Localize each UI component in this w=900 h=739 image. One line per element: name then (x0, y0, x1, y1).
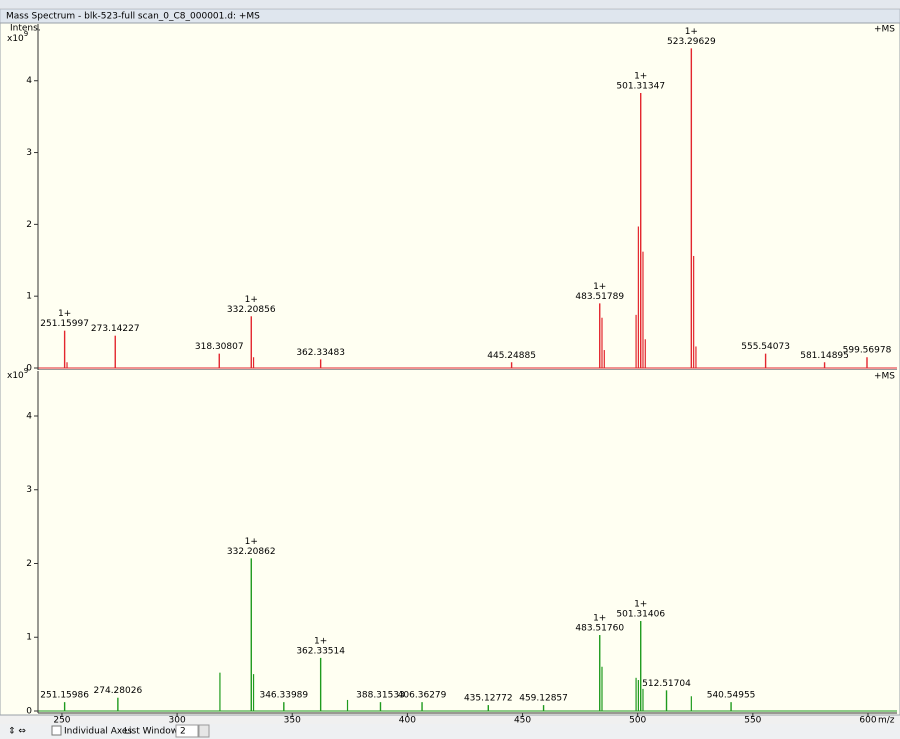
peak-label: 512.51704 (642, 679, 691, 689)
y-tick-label: 2 (26, 220, 32, 230)
x-tick-label: 600 (859, 716, 876, 726)
mode-label: +MS (874, 25, 895, 35)
peak-label: 599.56978 (843, 346, 892, 356)
y-unit-base: x10 (7, 371, 24, 381)
peak-label: 332.20856 (227, 305, 276, 315)
y-unit: x109 (7, 30, 28, 44)
peak-label: 362.33483 (296, 348, 345, 358)
y-unit-exponent: 9 (24, 30, 28, 38)
nav-icons[interactable]: ⇕ ⇔ (8, 727, 26, 737)
charge-label: 1+ (634, 71, 647, 81)
y-axis-label: Intens. (10, 24, 41, 34)
y-tick-label: 0 (26, 364, 32, 374)
x-tick-label: 250 (53, 716, 70, 726)
x-tick-label: 300 (169, 716, 186, 726)
charge-label: 1+ (634, 600, 647, 610)
y-tick-label: 0 (26, 707, 32, 717)
top-strip (0, 0, 900, 8)
y-unit: x109 (7, 367, 28, 381)
x-tick-label: 400 (399, 716, 416, 726)
list-windows-label: List Windows: (124, 727, 186, 737)
y-tick-label: 3 (26, 148, 32, 158)
peak-label: 483.51760 (575, 624, 624, 634)
charge-label: 1+ (314, 636, 327, 646)
window-title: Mass Spectrum - blk-523-full scan_0_C8_0… (6, 12, 260, 22)
peak-label: 318.30807 (195, 342, 244, 352)
x-tick-label: 450 (514, 716, 531, 726)
y-tick-label: 1 (26, 292, 32, 302)
peak-label: 251.15986 (40, 691, 89, 701)
peak-label: 523.29629 (667, 37, 716, 47)
y-tick-label: 3 (26, 485, 32, 495)
x-tick-label: 500 (629, 716, 646, 726)
peak-label: 406.36279 (398, 691, 447, 701)
peak-label: 555.54073 (741, 342, 790, 352)
y-tick-label: 4 (26, 76, 32, 86)
y-tick-label: 4 (26, 411, 32, 421)
checkbox[interactable] (51, 725, 62, 736)
y-unit-exponent: 9 (24, 367, 28, 375)
peak-label: 581.14895 (800, 351, 849, 361)
peak-label: 362.33514 (296, 646, 345, 656)
peak-label: 346.33989 (259, 691, 308, 701)
y-tick-label: 1 (26, 633, 32, 643)
mode-label: +MS (874, 372, 895, 382)
peak-label: 445.24885 (487, 351, 536, 361)
toolbar (0, 724, 900, 739)
spinbox-buttons[interactable] (198, 724, 210, 738)
spinbox-value[interactable]: 2 (180, 727, 186, 737)
peak-label: 501.31406 (616, 610, 665, 620)
charge-label: 1+ (593, 614, 606, 624)
y-unit-base: x10 (7, 34, 24, 44)
peak-label: 251.15997 (40, 319, 89, 329)
peak-label: 274.28026 (94, 686, 143, 696)
charge-label: 1+ (58, 309, 71, 319)
charge-label: 1+ (593, 282, 606, 292)
peak-label: 435.12772 (464, 694, 513, 704)
checkbox-label[interactable]: Individual Axes (64, 727, 132, 737)
y-tick-label: 2 (26, 559, 32, 569)
spinbox[interactable] (175, 724, 199, 738)
peak-label: 540.54955 (707, 691, 756, 701)
peak-label: 459.12857 (519, 694, 568, 704)
x-axis-label: m/z (878, 716, 895, 726)
x-tick-label: 550 (744, 716, 761, 726)
charge-label: 1+ (245, 295, 258, 305)
peak-label: 332.20862 (227, 547, 276, 557)
charge-label: 1+ (685, 27, 698, 37)
peak-label: 388.31533 (356, 691, 405, 701)
peak-label: 483.51789 (575, 292, 624, 302)
charge-label: 1+ (245, 537, 258, 547)
x-tick-label: 350 (284, 716, 301, 726)
peak-label: 501.31347 (616, 81, 665, 91)
peak-label: 273.14227 (91, 324, 140, 334)
